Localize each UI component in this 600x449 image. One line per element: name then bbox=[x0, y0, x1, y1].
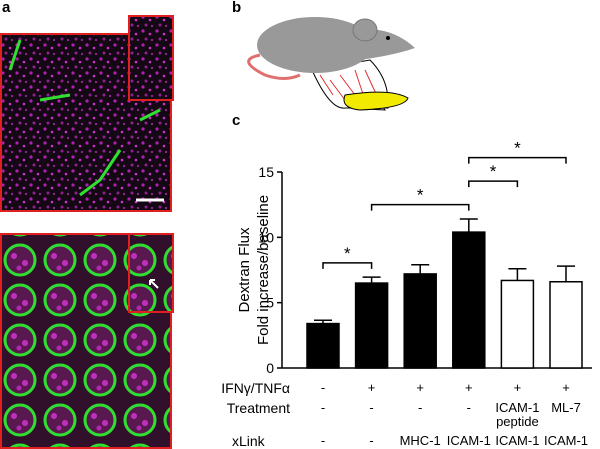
row-cell: + bbox=[416, 380, 424, 395]
bar bbox=[500, 279, 535, 369]
row-cell: ICAM-1 bbox=[543, 433, 589, 448]
y-tick-label: 10 bbox=[258, 229, 274, 245]
row-cell: ICAM-1 bbox=[495, 433, 540, 448]
mouse-body bbox=[257, 17, 373, 73]
row-label: xLink bbox=[232, 433, 265, 449]
bar bbox=[549, 281, 583, 369]
y-axis-label: Fold increase/baseline bbox=[255, 195, 272, 345]
row-cell: ICAM-1 bbox=[446, 433, 491, 448]
significance-label: * bbox=[514, 139, 521, 158]
arrow bbox=[149, 279, 159, 289]
row-cell: - bbox=[320, 380, 326, 395]
row-cell: ML-7 bbox=[551, 400, 581, 415]
row-label: IFNγ/TNFα bbox=[221, 380, 290, 396]
mouse-eye bbox=[386, 36, 390, 40]
tissue bbox=[343, 91, 409, 111]
vessels bbox=[319, 69, 379, 101]
row-cell: - bbox=[320, 400, 326, 415]
row-cell: + bbox=[367, 380, 376, 395]
row-cell: - bbox=[369, 400, 374, 415]
row-cell: - bbox=[320, 433, 326, 448]
y-tick-label: 5 bbox=[266, 295, 274, 311]
row-cell: + bbox=[562, 380, 570, 395]
row-cell: ICAM-1 peptide bbox=[495, 400, 540, 429]
row-cell: - bbox=[418, 400, 423, 415]
inset bbox=[128, 233, 174, 313]
bar bbox=[403, 273, 437, 369]
y-axis-label: Dextran Flux bbox=[236, 227, 253, 313]
significance-bracket bbox=[322, 262, 373, 269]
mouse-ear bbox=[352, 18, 378, 42]
bar bbox=[452, 231, 486, 369]
significance-label: * bbox=[490, 162, 497, 181]
significance-bracket bbox=[370, 203, 470, 211]
mouse-tail bbox=[247, 53, 301, 80]
row-cell: + bbox=[465, 380, 473, 395]
significance-bracket bbox=[468, 156, 567, 164]
panel-label: c bbox=[232, 112, 240, 129]
row-label: Treatment bbox=[226, 400, 290, 416]
row-cell: - bbox=[466, 400, 471, 415]
y-tick-label: 15 bbox=[258, 164, 274, 180]
y-tick-label: 0 bbox=[266, 360, 274, 376]
significance-label: * bbox=[344, 244, 351, 263]
inset bbox=[128, 15, 174, 101]
row-cell: + bbox=[513, 380, 522, 395]
bar bbox=[306, 322, 340, 369]
significance-label: * bbox=[417, 186, 424, 205]
row-cell: MHC-1 bbox=[399, 433, 441, 448]
significance-bracket bbox=[468, 180, 519, 188]
vessel bbox=[8, 39, 161, 197]
panel-label: a bbox=[2, 0, 11, 16]
row-cell: - bbox=[369, 433, 374, 448]
panel-label: b bbox=[232, 0, 241, 16]
bar bbox=[354, 282, 389, 369]
